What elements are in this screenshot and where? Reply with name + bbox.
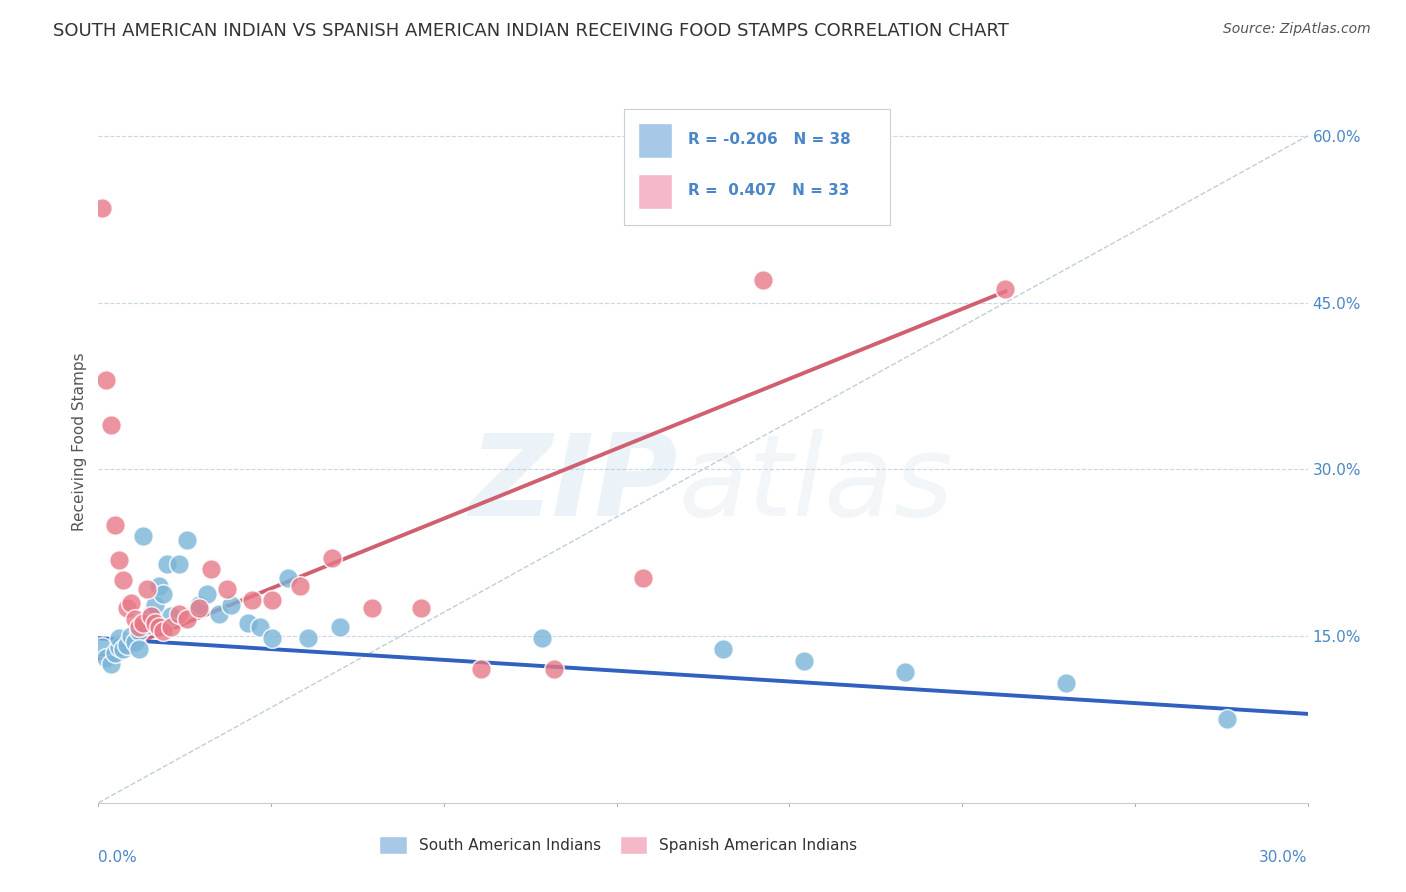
Text: atlas: atlas xyxy=(679,429,953,541)
Point xyxy=(236,615,259,630)
Point xyxy=(994,282,1017,296)
Point xyxy=(793,653,815,667)
Point xyxy=(167,607,190,621)
Point xyxy=(111,574,134,588)
Point xyxy=(139,607,162,621)
Point xyxy=(96,651,118,665)
Point xyxy=(176,533,198,548)
Point xyxy=(103,646,125,660)
Point xyxy=(277,571,299,585)
Point xyxy=(160,609,183,624)
Text: SOUTH AMERICAN INDIAN VS SPANISH AMERICAN INDIAN RECEIVING FOOD STAMPS CORRELATI: SOUTH AMERICAN INDIAN VS SPANISH AMERICA… xyxy=(53,22,1010,40)
Point xyxy=(167,557,190,571)
Point xyxy=(260,632,283,646)
Point xyxy=(132,529,155,543)
Point xyxy=(91,640,114,655)
Point xyxy=(115,638,138,652)
Point xyxy=(321,551,343,566)
Text: 0.0%: 0.0% xyxy=(98,850,138,864)
Point xyxy=(470,662,492,676)
Point xyxy=(1216,713,1239,727)
Point xyxy=(361,601,384,615)
Legend: South American Indians, Spanish American Indians: South American Indians, Spanish American… xyxy=(373,830,863,860)
Point xyxy=(188,598,211,612)
Point xyxy=(135,618,157,632)
Point xyxy=(143,615,166,630)
Point xyxy=(124,634,146,648)
Point xyxy=(132,615,155,630)
Point xyxy=(115,601,138,615)
Point xyxy=(543,662,565,676)
Point xyxy=(188,601,211,615)
Point xyxy=(221,598,243,612)
Point xyxy=(96,373,118,387)
Point xyxy=(530,632,553,646)
Point xyxy=(288,579,311,593)
Point xyxy=(217,582,239,597)
Point xyxy=(249,620,271,634)
Point xyxy=(128,642,150,657)
Point xyxy=(148,579,170,593)
Point xyxy=(107,553,129,567)
Point xyxy=(156,557,179,571)
Point xyxy=(893,665,915,679)
Point xyxy=(148,620,170,634)
Point xyxy=(200,562,222,576)
Point xyxy=(135,582,157,597)
Point xyxy=(160,620,183,634)
Point xyxy=(100,417,122,432)
Point xyxy=(91,201,114,215)
Point xyxy=(208,607,231,621)
Point xyxy=(752,273,775,287)
Point xyxy=(128,620,150,634)
Point xyxy=(139,609,162,624)
Point xyxy=(107,640,129,655)
Y-axis label: Receiving Food Stamps: Receiving Food Stamps xyxy=(72,352,87,531)
Point xyxy=(120,629,142,643)
Point xyxy=(128,624,150,638)
Point xyxy=(152,624,174,638)
Point xyxy=(297,632,319,646)
Point xyxy=(711,642,734,657)
Point xyxy=(107,632,129,646)
Point xyxy=(1054,675,1077,690)
Point xyxy=(631,571,654,585)
Point xyxy=(100,657,122,671)
Point xyxy=(152,587,174,601)
Point xyxy=(240,593,263,607)
Point xyxy=(124,612,146,626)
Text: ZIP: ZIP xyxy=(471,429,679,541)
Point xyxy=(409,601,432,615)
Point xyxy=(195,587,218,601)
Text: Source: ZipAtlas.com: Source: ZipAtlas.com xyxy=(1223,22,1371,37)
Point xyxy=(260,593,283,607)
Point xyxy=(120,596,142,610)
Point xyxy=(111,642,134,657)
Point xyxy=(103,517,125,532)
Point xyxy=(329,620,352,634)
Point xyxy=(176,612,198,626)
Point xyxy=(143,598,166,612)
Text: 30.0%: 30.0% xyxy=(1260,850,1308,864)
